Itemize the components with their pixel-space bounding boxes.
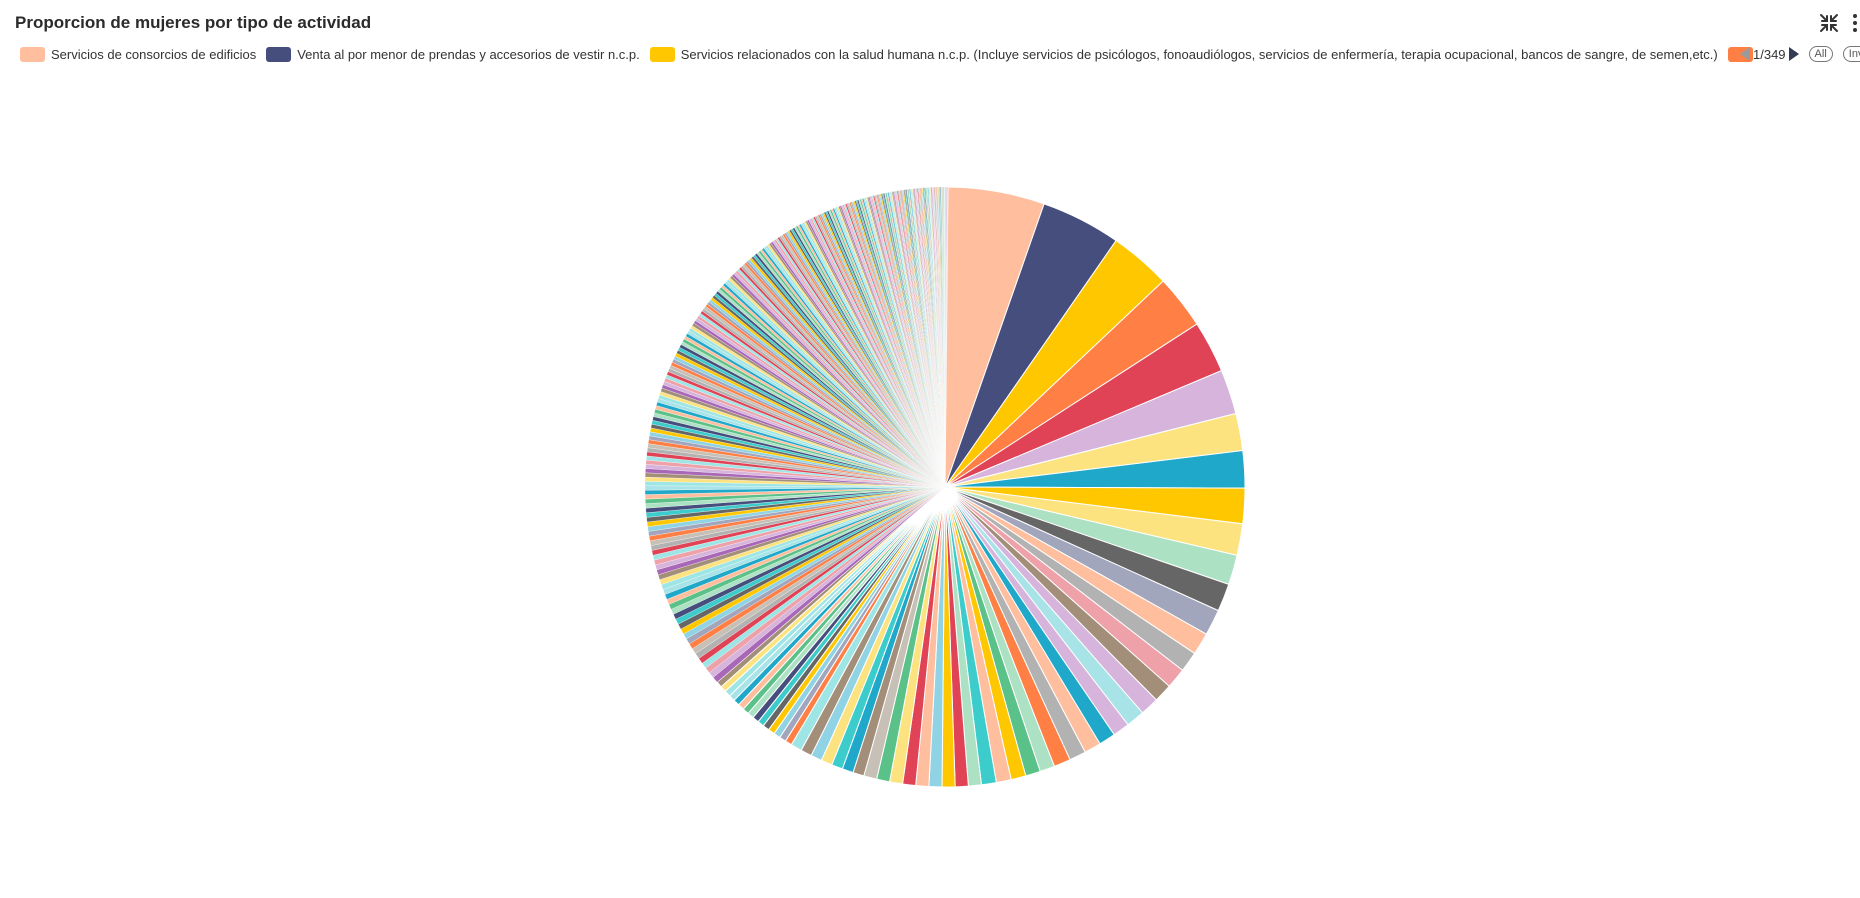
legend-item[interactable]: Venta al por menor de prendas y accesori… <box>266 46 640 62</box>
legend-pager: 1/349 All Inv <box>1740 45 1860 63</box>
legend-label: Venta al por menor de prendas y accesori… <box>297 46 640 62</box>
more-vertical-icon[interactable] <box>1850 12 1860 34</box>
legend-label: Servicios relacionados con la salud huma… <box>680 46 1718 62</box>
header-actions <box>1530 12 1860 38</box>
pager-text: 1/349 <box>1753 46 1786 62</box>
legend: Servicios de consorcios de edificios Vent… <box>20 45 1769 63</box>
chart-header: Proporcion de mujeres por tipo de activi… <box>15 12 1860 38</box>
pager-next-icon[interactable] <box>1788 47 1799 61</box>
legend-label: Servicios de consorcios de edificios <box>51 46 257 62</box>
chart-title: Proporcion de mujeres por tipo de activi… <box>15 13 372 32</box>
pie-slice[interactable] <box>944 186 949 488</box>
legend-select-all-button[interactable]: All <box>1808 46 1833 62</box>
legend-invert-button[interactable]: Inv <box>1842 46 1860 62</box>
legend-swatch <box>266 46 292 62</box>
legend-item[interactable]: Servicios de consorcios de edificios <box>20 46 257 62</box>
legend-item[interactable]: Servicios relacionados con la salud huma… <box>649 46 1718 62</box>
legend-swatch <box>20 46 45 62</box>
pager-prev-icon[interactable] <box>1740 47 1750 61</box>
collapse-icon[interactable] <box>1818 12 1840 34</box>
legend-swatch <box>649 46 675 62</box>
